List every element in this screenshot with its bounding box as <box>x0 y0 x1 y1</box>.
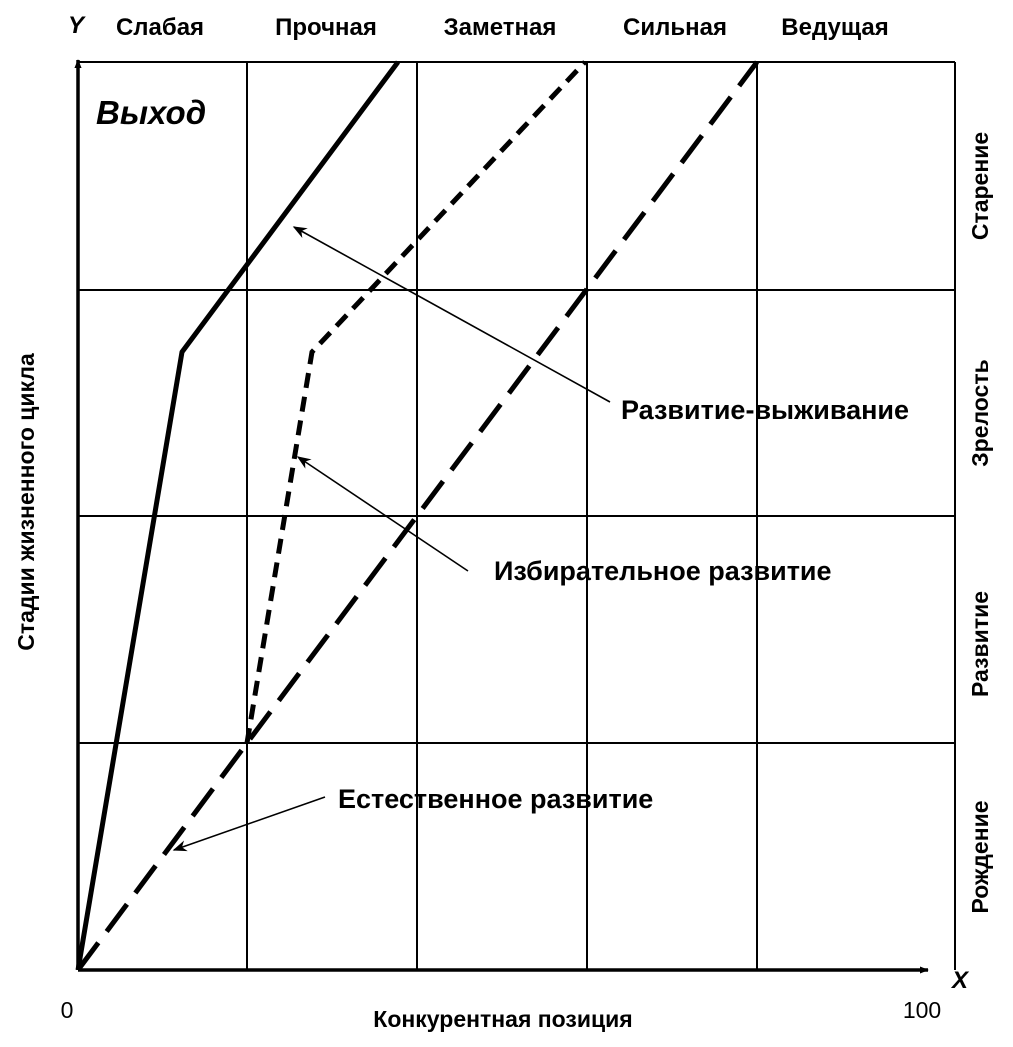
grid <box>78 61 956 970</box>
x-min-label: 0 <box>61 997 74 1023</box>
y-axis-title: Стадии жизненного цикла <box>13 353 39 651</box>
curve-selective-development <box>244 60 587 744</box>
stage-label-maturity: Зрелость <box>967 359 993 467</box>
pointer-survival-development <box>292 226 611 403</box>
x-axis-title: Конкурентная позиция <box>373 1006 632 1032</box>
position-label-noticeable: Заметная <box>444 14 557 41</box>
pointer-natural-development <box>172 796 326 852</box>
position-label-weak: Слабая <box>116 14 204 41</box>
label-natural-development: Естественное развитие <box>338 784 653 814</box>
x-max-label: 100 <box>903 997 941 1023</box>
stage-label-birth: Рождение <box>967 800 993 913</box>
x-axis-letter: X <box>950 967 970 994</box>
exit-label: Выход <box>96 94 206 131</box>
y-axis-letter: Y <box>68 12 86 39</box>
label-survival-development: Развитие-выживание <box>621 395 909 425</box>
position-label-leading: Ведущая <box>781 14 888 41</box>
stage-label-growth: Развитие <box>967 591 993 697</box>
curve-survival-development <box>75 60 401 971</box>
position-label-strong: Прочная <box>275 14 377 41</box>
position-label-powerful: Сильная <box>623 14 727 41</box>
stage-label-aging: Старение <box>967 132 993 240</box>
pointer-selective-development <box>296 456 469 572</box>
label-selective-development: Избирательное развитие <box>494 556 832 586</box>
